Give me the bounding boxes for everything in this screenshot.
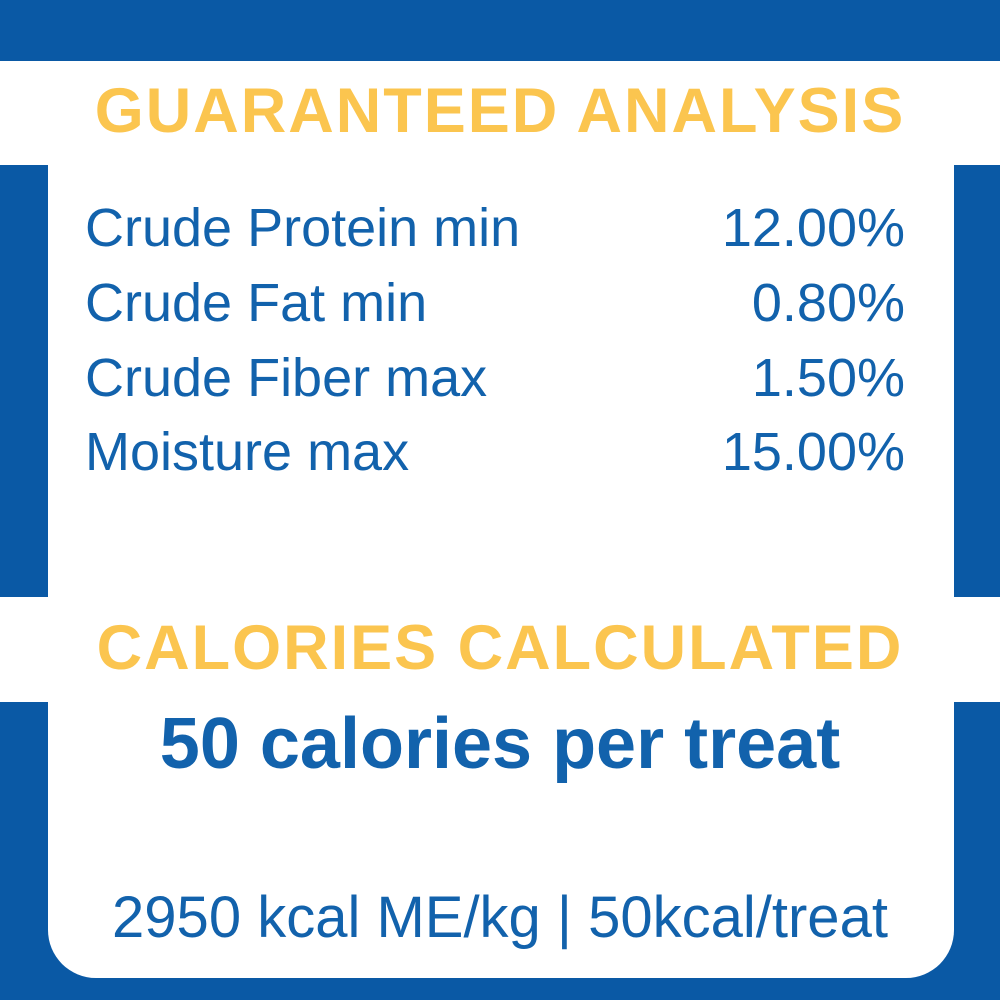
- analysis-value: 0.80%: [751, 273, 905, 334]
- analysis-label: Crude Protein min: [85, 198, 521, 259]
- analysis-label: Crude Fat min: [85, 273, 428, 334]
- label-card: [48, 61, 954, 978]
- analysis-value: 1.50%: [751, 347, 905, 408]
- analysis-row-crude-fiber: Crude Fiber max 1.50%: [85, 340, 905, 415]
- analysis-row-crude-fat: Crude Fat min 0.80%: [85, 266, 905, 341]
- analysis-row-moisture: Moisture max 15.00%: [85, 415, 905, 490]
- analysis-value: 12.00%: [721, 198, 905, 259]
- analysis-label: Moisture max: [85, 422, 410, 483]
- guaranteed-analysis-band: [0, 61, 1000, 165]
- analysis-rows: Crude Protein min 12.00% Crude Fat min 0…: [85, 191, 905, 490]
- analysis-value: 15.00%: [721, 422, 905, 483]
- kcal-metabolizable-energy-text: 2950 kcal ME/kg | 50kcal/treat: [112, 885, 888, 950]
- analysis-label: Crude Fiber max: [85, 347, 488, 408]
- guaranteed-analysis-heading: GUARANTEED ANALYSIS: [94, 76, 906, 146]
- analysis-row-crude-protein: Crude Protein min 12.00%: [85, 191, 905, 266]
- calories-calculated-heading: CALORIES CALCULATED: [96, 613, 904, 683]
- calories-per-treat-text: 50 calories per treat: [159, 704, 841, 784]
- calories-band: [0, 597, 1000, 702]
